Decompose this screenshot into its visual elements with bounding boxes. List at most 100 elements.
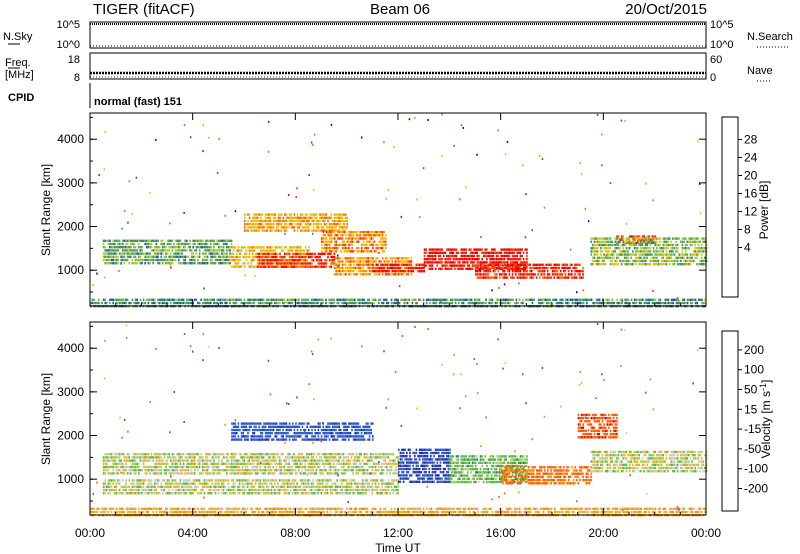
data-cell xyxy=(522,301,524,305)
data-cell xyxy=(222,255,225,258)
data-cell xyxy=(630,243,633,247)
data-cell xyxy=(364,263,366,266)
data-cell xyxy=(696,253,698,256)
data-cell xyxy=(306,219,308,223)
data-cell xyxy=(295,216,297,219)
y-tick-label: 3000 xyxy=(57,176,84,190)
data-cell xyxy=(296,465,298,469)
data-cell xyxy=(268,262,270,265)
data-cell xyxy=(114,252,116,255)
data-cell xyxy=(290,259,292,262)
data-cell xyxy=(539,266,541,270)
data-cell xyxy=(190,469,193,472)
data-cell xyxy=(611,256,613,259)
data-cell xyxy=(386,266,389,270)
data-cell xyxy=(445,298,447,301)
data-cell xyxy=(684,259,687,263)
data-cell xyxy=(699,298,702,301)
data-cell xyxy=(508,263,511,266)
data-cell xyxy=(341,230,344,234)
data-cell xyxy=(490,258,493,261)
data-cell xyxy=(489,267,491,270)
data-cell xyxy=(582,270,584,273)
data-cell xyxy=(276,265,278,268)
data-cell xyxy=(170,465,172,469)
data-cell xyxy=(213,301,215,305)
data-cell xyxy=(271,226,273,229)
data-cell xyxy=(115,301,118,305)
data-cell xyxy=(117,453,119,456)
data-cell xyxy=(637,298,639,301)
data-cell xyxy=(235,472,238,475)
data-cell xyxy=(298,226,300,229)
data-cell xyxy=(444,258,447,261)
data-cell xyxy=(343,246,345,250)
data-cell xyxy=(697,237,700,240)
data-cell xyxy=(290,226,292,229)
data-cell xyxy=(227,249,230,252)
data-cell xyxy=(126,465,129,469)
data-cell xyxy=(252,216,254,219)
data-cell xyxy=(109,258,111,262)
data-cell xyxy=(274,249,276,252)
data-cell xyxy=(266,255,268,259)
data-cell xyxy=(294,465,297,469)
data-cell xyxy=(206,298,209,301)
data-cell xyxy=(629,235,631,238)
data-cell xyxy=(258,226,260,229)
data-cell xyxy=(306,213,308,216)
data-cell xyxy=(430,254,432,258)
data-cell xyxy=(118,242,121,246)
data-cell xyxy=(258,262,260,265)
data-cell xyxy=(495,263,498,266)
data-cell xyxy=(329,250,331,253)
data-cell xyxy=(256,229,259,232)
data-cell xyxy=(410,257,413,260)
data-cell xyxy=(608,240,610,243)
data-cell xyxy=(205,258,207,262)
data-cell xyxy=(659,240,661,243)
data-cell xyxy=(595,237,597,240)
data-cell xyxy=(397,273,400,276)
data-cell xyxy=(236,249,238,252)
data-cell xyxy=(158,462,161,465)
data-cell xyxy=(702,247,705,250)
data-cell xyxy=(454,248,456,251)
data-cell xyxy=(210,255,212,258)
data-cell xyxy=(643,250,645,253)
data-cell xyxy=(263,265,265,268)
data-cell xyxy=(130,252,132,255)
data-cell xyxy=(139,252,142,255)
data-cell xyxy=(601,263,604,266)
data-cell xyxy=(670,256,673,259)
data-cell xyxy=(480,301,482,305)
data-cell xyxy=(649,240,652,243)
data-cell xyxy=(306,453,308,456)
data-cell xyxy=(563,263,565,266)
data-cell xyxy=(304,252,307,255)
data-cell xyxy=(246,472,249,475)
data-cell xyxy=(165,246,167,249)
data-cell xyxy=(118,298,121,301)
data-cell xyxy=(245,252,248,255)
data-cell xyxy=(336,453,338,456)
data-cell xyxy=(224,301,226,305)
data-cell xyxy=(380,230,382,234)
data-cell xyxy=(646,237,649,240)
data-cell xyxy=(234,262,236,265)
data-cell xyxy=(593,256,596,259)
data-cell xyxy=(162,249,164,252)
data-cell xyxy=(580,276,583,279)
noise-point xyxy=(218,138,220,140)
data-cell xyxy=(514,301,516,305)
data-cell xyxy=(290,298,292,301)
data-cell xyxy=(141,459,143,462)
data-cell xyxy=(491,263,493,266)
data-cell xyxy=(290,255,292,259)
data-cell xyxy=(498,264,501,267)
data-cell xyxy=(544,298,546,301)
data-cell xyxy=(222,462,225,465)
data-cell xyxy=(383,240,385,243)
data-cell xyxy=(226,472,228,475)
data-cell xyxy=(264,213,267,216)
